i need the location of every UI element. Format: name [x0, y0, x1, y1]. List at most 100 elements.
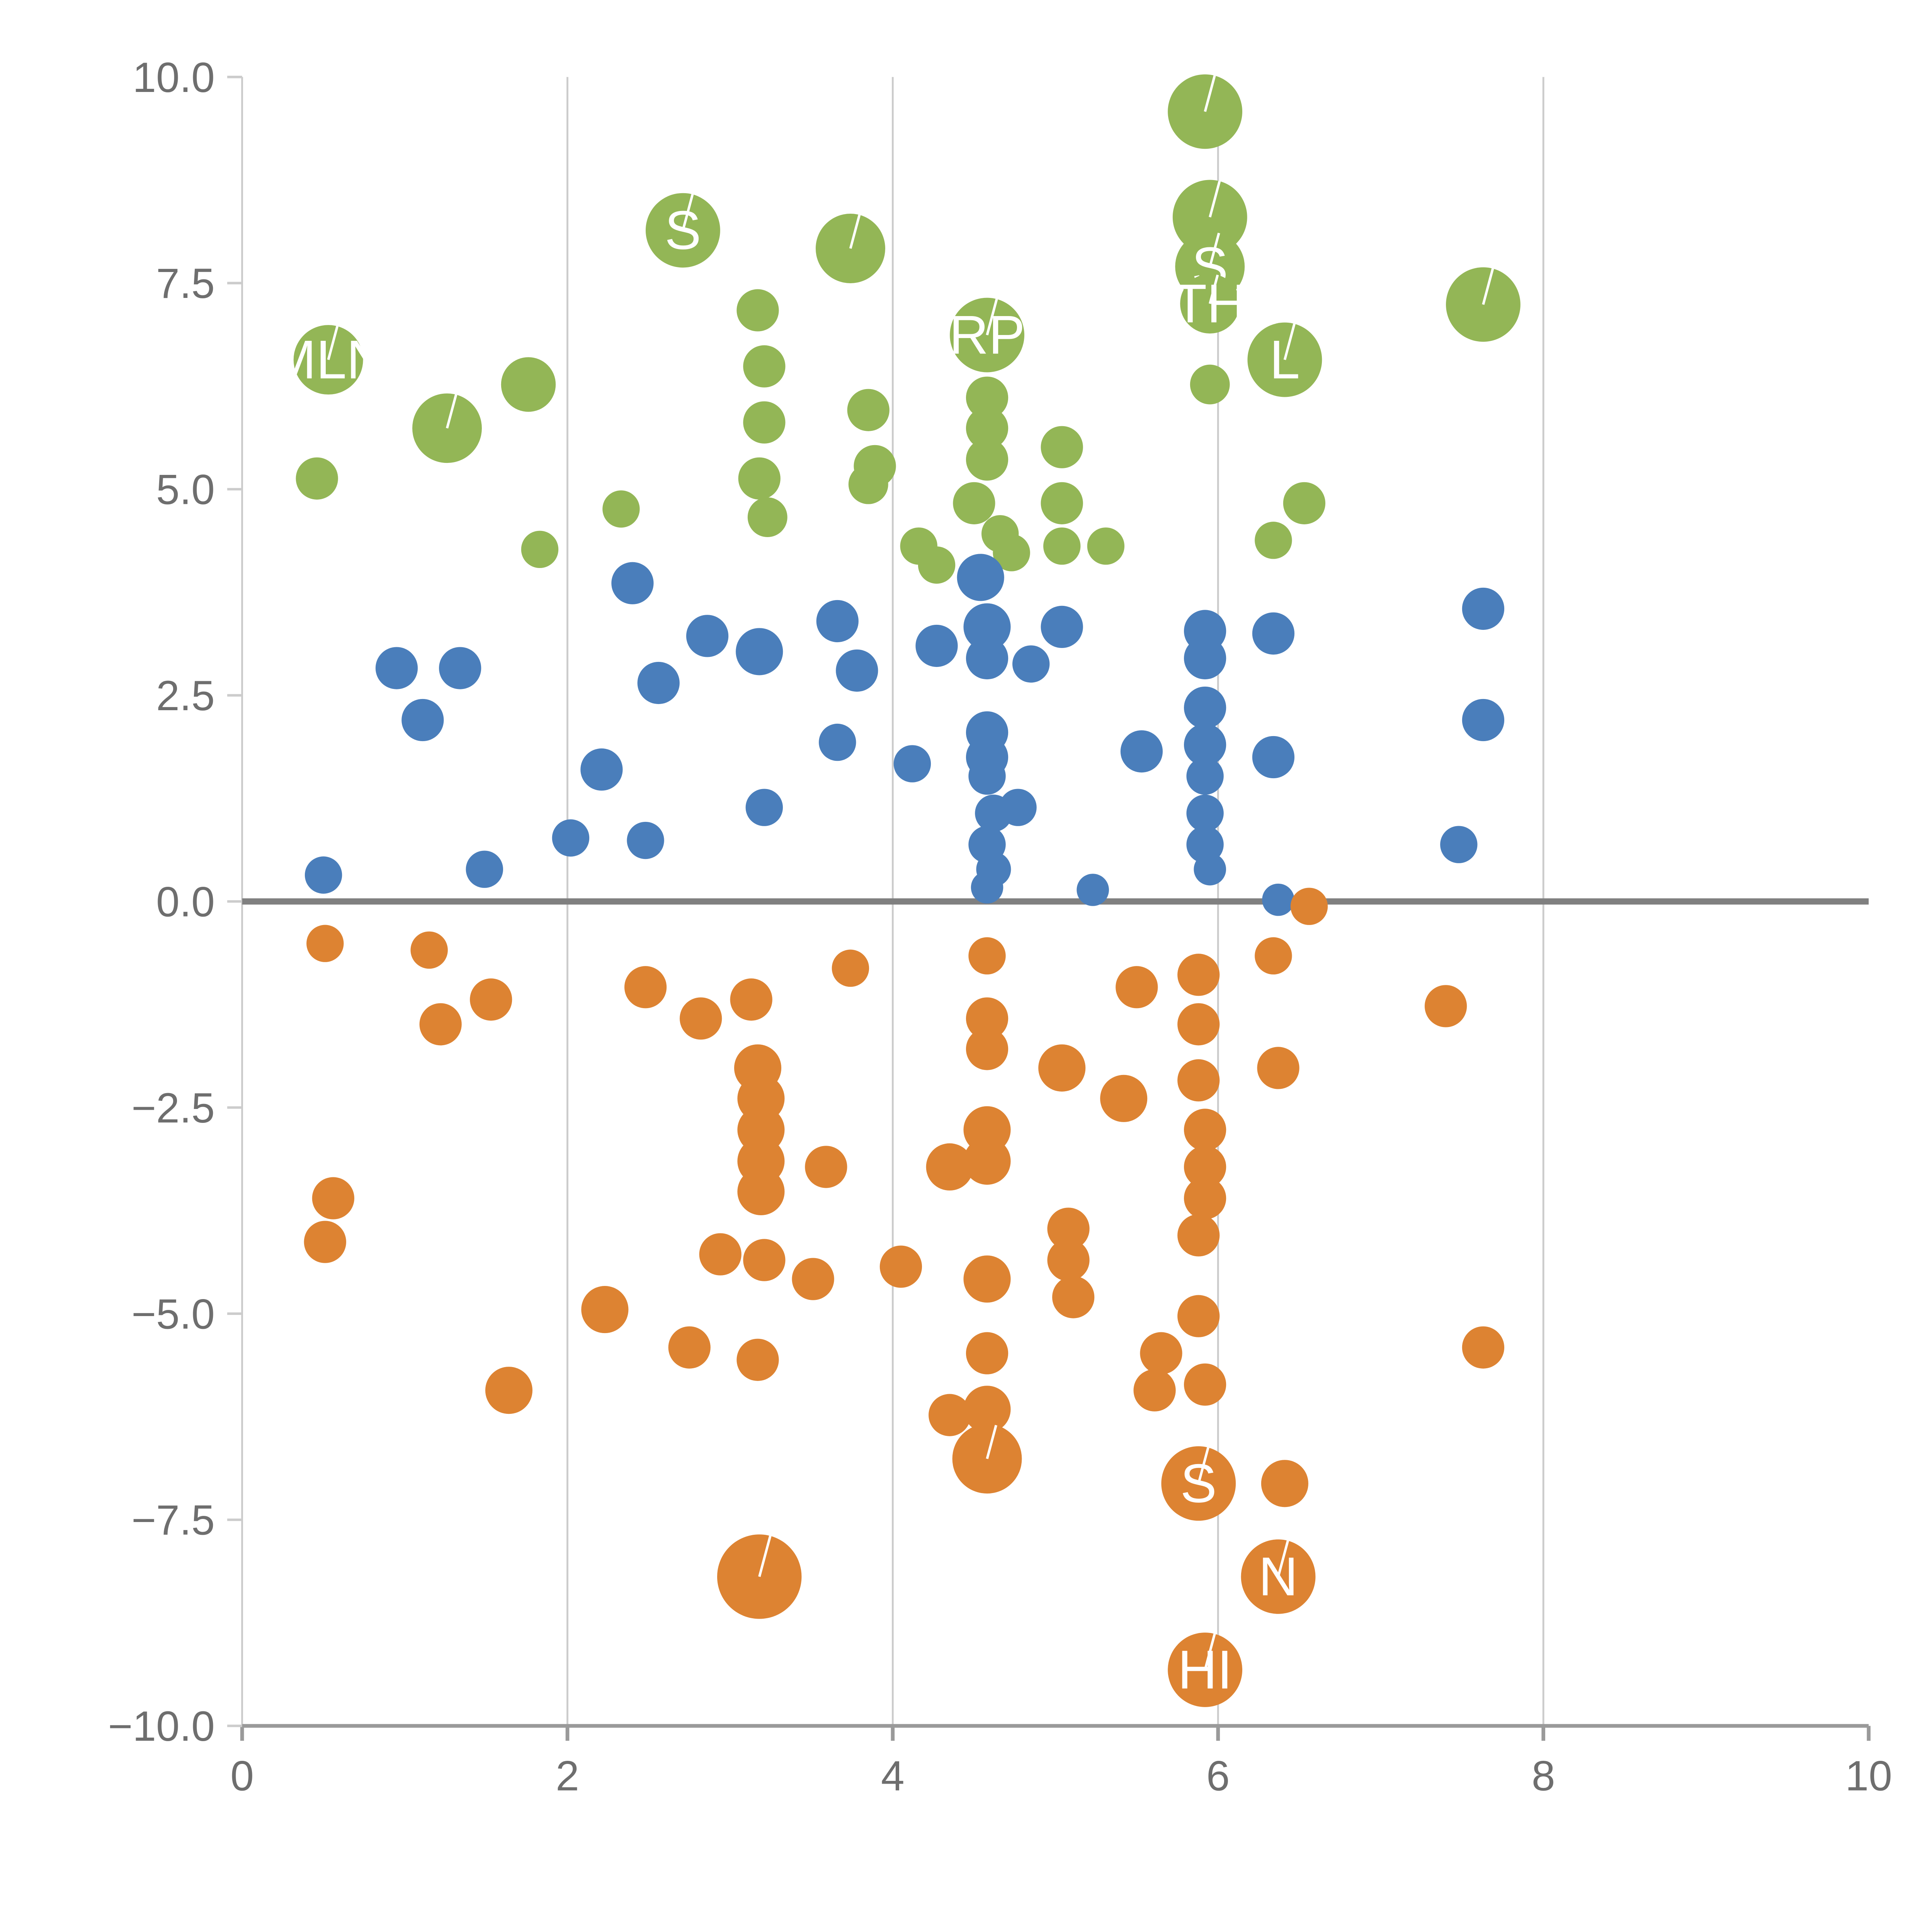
scatter-point-orange[interactable] [1038, 1044, 1086, 1092]
scatter-point-blue[interactable] [401, 699, 444, 742]
scatter-point-green[interactable] [743, 401, 786, 444]
scatter-point-orange[interactable] [963, 1137, 1011, 1185]
scatter-point-orange[interactable] [926, 1143, 973, 1191]
scatter-point-blue[interactable] [819, 723, 856, 761]
scatter-point-orange[interactable] [832, 949, 869, 987]
scatter-point-orange[interactable] [1100, 1075, 1148, 1122]
scatter-point-green[interactable] [966, 438, 1009, 481]
scatter-point-orange[interactable] [792, 1258, 834, 1300]
scatter-point-blue[interactable] [1041, 605, 1083, 648]
scatter-point-orange[interactable] [1184, 1146, 1226, 1188]
scatter-point-blue[interactable] [893, 745, 931, 782]
scatter-point-green[interactable] [1041, 426, 1083, 468]
scatter-point-orange[interactable] [699, 1233, 742, 1276]
scatter-point-orange[interactable] [410, 931, 448, 969]
scatter-point-orange[interactable] [1177, 1059, 1220, 1102]
scatter-point-orange[interactable] [470, 978, 512, 1021]
scatter-point-orange[interactable] [1425, 985, 1467, 1027]
scatter-point-orange[interactable] [1290, 888, 1328, 925]
scatter-point-orange[interactable] [966, 997, 1009, 1040]
scatter-point-orange[interactable] [304, 1221, 346, 1263]
scatter-point-orange[interactable] [1255, 937, 1292, 975]
scatter-point-green[interactable] [847, 389, 889, 431]
scatter-point-orange[interactable] [1257, 1047, 1299, 1089]
scatter-point-green[interactable] [1041, 482, 1083, 524]
scatter-point-orange[interactable] [668, 1326, 711, 1369]
scatter-point-green[interactable] [966, 376, 1009, 419]
scatter-point-green[interactable] [296, 457, 338, 500]
scatter-point-blue[interactable] [304, 856, 342, 894]
scatter-point-blue[interactable] [627, 821, 664, 859]
scatter-point-orange[interactable] [581, 1286, 629, 1333]
scatter-point-orange[interactable] [680, 997, 722, 1040]
scatter-point-green[interactable] [736, 289, 779, 332]
scatter-point-orange[interactable] [743, 1239, 786, 1281]
scatter-point-orange[interactable] [1177, 1003, 1220, 1046]
scatter-point-orange[interactable] [1052, 1276, 1095, 1318]
scatter-point-blue[interactable] [580, 748, 623, 791]
scatter-point-blue[interactable] [1012, 645, 1050, 683]
scatter-point-green[interactable] [501, 357, 556, 412]
scatter-point-orange[interactable] [966, 1332, 1009, 1374]
scatter-point-green[interactable] [918, 546, 956, 584]
scatter-point-green[interactable] [1283, 482, 1326, 524]
scatter-point-green[interactable] [521, 531, 559, 568]
scatter-point-blue[interactable] [1194, 853, 1226, 886]
scatter-point-green[interactable] [815, 214, 885, 284]
scatter-point-blue[interactable] [1120, 730, 1163, 773]
scatter-point-orange[interactable] [1177, 954, 1220, 996]
scatter-point-blue[interactable] [1462, 587, 1505, 630]
scatter-point-green[interactable] [1087, 527, 1125, 565]
scatter-point-orange[interactable] [1462, 1326, 1505, 1369]
scatter-point-orange[interactable] [879, 1245, 922, 1288]
scatter-point-blue[interactable] [1184, 686, 1226, 729]
scatter-point-orange[interactable] [730, 978, 772, 1021]
scatter-point-blue[interactable] [736, 628, 783, 675]
scatter-point-green[interactable] [966, 407, 1009, 449]
scatter-point-green[interactable] [993, 534, 1030, 571]
scatter-point-orange[interactable] [1184, 1109, 1226, 1151]
scatter-point-blue[interactable] [1184, 637, 1226, 680]
scatter-point-orange[interactable] [306, 925, 344, 962]
scatter-point-orange[interactable] [968, 937, 1006, 975]
scatter-point-blue[interactable] [637, 662, 680, 704]
scatter-point-blue[interactable] [1462, 699, 1505, 742]
scatter-point-orange[interactable] [736, 1338, 779, 1381]
scatter-point-green[interactable] [747, 497, 787, 537]
scatter-point-blue[interactable] [1184, 723, 1226, 766]
scatter-point-orange[interactable] [1116, 966, 1158, 1009]
scatter-point-blue[interactable] [836, 649, 878, 692]
scatter-point-orange[interactable] [1140, 1332, 1182, 1374]
scatter-point-green[interactable] [1255, 522, 1292, 559]
scatter-point-orange[interactable] [1177, 1295, 1220, 1337]
scatter-point-green[interactable] [1043, 527, 1081, 565]
scatter-point-blue[interactable] [816, 600, 859, 643]
scatter-point-green[interactable] [738, 457, 781, 500]
scatter-point-orange[interactable] [1047, 1208, 1090, 1250]
scatter-point-green[interactable] [848, 464, 888, 504]
scatter-point-orange[interactable] [1184, 1177, 1226, 1219]
scatter-point-blue[interactable] [1252, 612, 1295, 655]
scatter-point-blue[interactable] [971, 871, 1003, 904]
scatter-point-blue[interactable] [999, 789, 1037, 826]
scatter-point-orange[interactable] [1261, 1460, 1308, 1507]
scatter-point-orange[interactable] [963, 1386, 1011, 1433]
scatter-point-blue[interactable] [439, 647, 481, 689]
scatter-point-blue[interactable] [968, 757, 1006, 795]
scatter-point-orange[interactable] [929, 1394, 971, 1436]
scatter-point-blue[interactable] [375, 647, 418, 689]
scatter-point-green[interactable] [1190, 364, 1230, 405]
scatter-point-green[interactable] [743, 345, 786, 388]
scatter-point-blue[interactable] [1077, 874, 1109, 906]
scatter-point-blue[interactable] [1252, 736, 1295, 779]
scatter-point-green[interactable] [953, 482, 995, 524]
scatter-point-green[interactable] [602, 490, 640, 528]
scatter-point-blue[interactable] [1186, 757, 1224, 795]
scatter-point-blue[interactable] [915, 624, 958, 667]
scatter-point-blue[interactable] [1262, 883, 1294, 916]
scatter-point-orange[interactable] [1047, 1239, 1090, 1281]
scatter-point-orange[interactable] [624, 966, 667, 1009]
scatter-point-blue[interactable] [1186, 794, 1224, 832]
scatter-point-blue[interactable] [963, 603, 1011, 651]
scatter-point-blue[interactable] [611, 562, 654, 604]
